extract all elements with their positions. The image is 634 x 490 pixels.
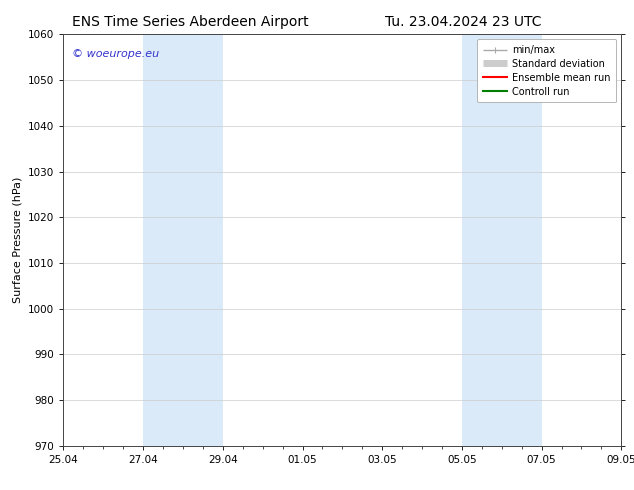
Bar [143, 34, 223, 446]
Legend: min/max, Standard deviation, Ensemble mean run, Controll run: min/max, Standard deviation, Ensemble me… [477, 39, 616, 102]
Bar [462, 34, 541, 446]
Y-axis label: Surface Pressure (hPa): Surface Pressure (hPa) [13, 177, 23, 303]
Text: ENS Time Series Aberdeen Airport: ENS Time Series Aberdeen Airport [72, 15, 309, 29]
Text: Tu. 23.04.2024 23 UTC: Tu. 23.04.2024 23 UTC [385, 15, 541, 29]
Text: © woeurope.eu: © woeurope.eu [72, 49, 159, 59]
